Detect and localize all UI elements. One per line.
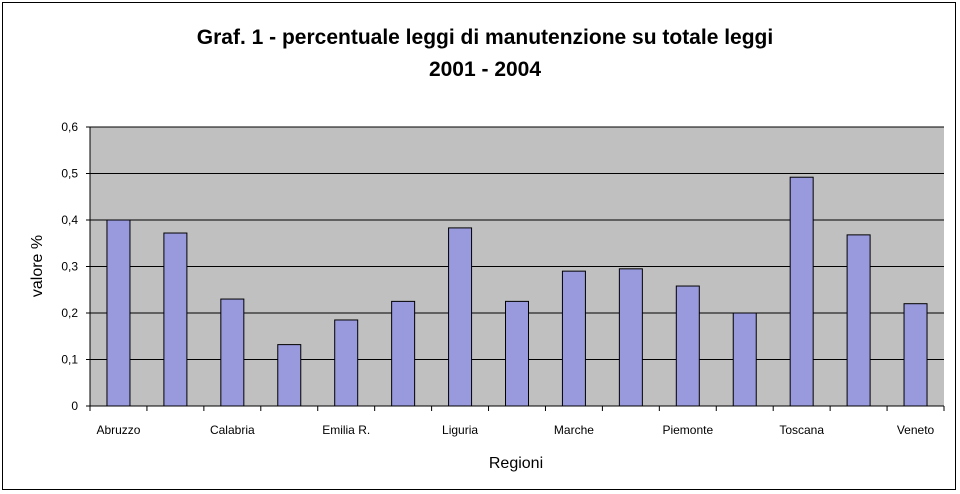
bar xyxy=(675,285,700,407)
x-tick-label: Marche xyxy=(554,423,594,437)
bar xyxy=(277,344,302,407)
x-tick-label: Veneto xyxy=(897,423,935,437)
bar xyxy=(505,300,529,407)
y-tick-label: 0 xyxy=(71,399,78,413)
x-tick-label: Toscana xyxy=(779,423,824,437)
bar xyxy=(106,219,131,407)
bar xyxy=(448,227,473,407)
bar xyxy=(391,300,416,407)
bar xyxy=(846,234,871,407)
y-tick-label: 0,2 xyxy=(61,306,78,320)
bar xyxy=(618,268,643,407)
bar xyxy=(903,303,928,407)
bar xyxy=(220,298,245,407)
y-tick-label: 0,5 xyxy=(61,167,78,181)
y-tick-label: 0,6 xyxy=(61,120,78,134)
x-axis-title: Regioni xyxy=(489,455,543,472)
x-tick-label: Piemonte xyxy=(662,423,713,437)
bar xyxy=(732,312,757,407)
chart-subtitle: 2001 - 2004 xyxy=(429,58,541,81)
x-tick-label: Emilia R. xyxy=(322,423,370,437)
x-tick-labels: Abruzzo Calabria Emilia R. Liguria Marche Pie… xyxy=(96,423,934,437)
x-tick-label: Calabria xyxy=(210,423,255,437)
y-tick-label: 0,3 xyxy=(61,260,78,274)
y-tick-label: 0,1 xyxy=(61,353,78,367)
y-tick-labels: 0 0,1 0,2 0,3 0,4 0,5 0,6 xyxy=(61,120,78,413)
bar xyxy=(163,232,188,407)
y-axis-title: valore % xyxy=(29,235,46,297)
chart-title: Graf. 1 - percentuale leggi di manutenzi… xyxy=(197,26,773,49)
x-tick-label: Abruzzo xyxy=(96,423,140,437)
bar xyxy=(334,319,359,407)
bar xyxy=(789,176,814,407)
bar xyxy=(561,270,586,407)
bars xyxy=(106,176,928,407)
axes xyxy=(86,126,945,411)
x-tick-label: Liguria xyxy=(442,423,478,437)
y-tick-label: 0,4 xyxy=(61,213,78,227)
